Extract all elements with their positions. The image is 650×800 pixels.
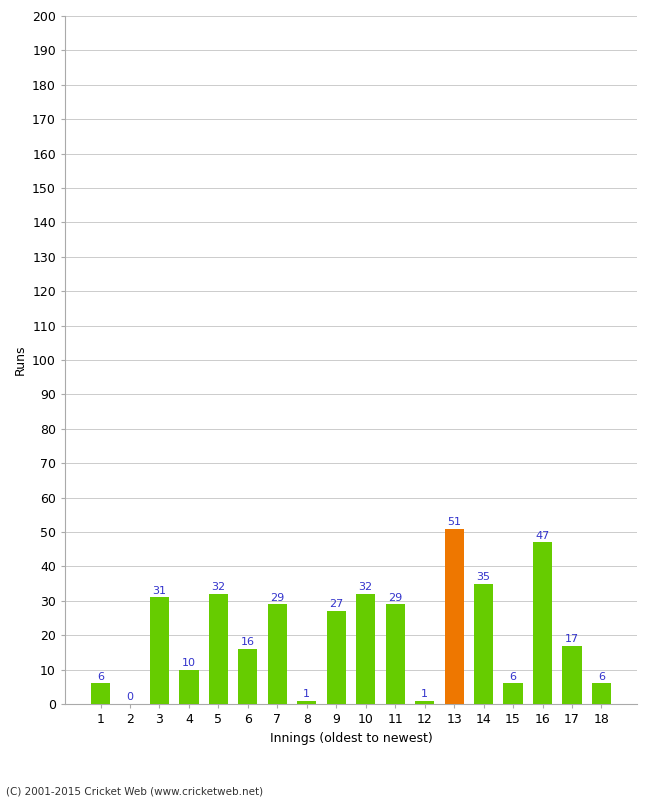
Y-axis label: Runs: Runs: [14, 345, 27, 375]
Bar: [239, 649, 257, 704]
Text: 27: 27: [329, 599, 343, 610]
Bar: [385, 604, 405, 704]
Text: 1: 1: [421, 689, 428, 699]
Bar: [415, 701, 434, 704]
Text: 16: 16: [241, 638, 255, 647]
Bar: [504, 683, 523, 704]
Bar: [91, 683, 110, 704]
Text: 6: 6: [97, 672, 104, 682]
Bar: [356, 594, 375, 704]
Text: (C) 2001-2015 Cricket Web (www.cricketweb.net): (C) 2001-2015 Cricket Web (www.cricketwe…: [6, 786, 264, 796]
Text: 29: 29: [270, 593, 285, 602]
Text: 17: 17: [565, 634, 579, 644]
Text: 1: 1: [304, 689, 310, 699]
Text: 29: 29: [388, 593, 402, 602]
Bar: [268, 604, 287, 704]
Text: 35: 35: [476, 572, 491, 582]
Bar: [474, 584, 493, 704]
Text: 6: 6: [598, 672, 605, 682]
Bar: [562, 646, 582, 704]
Text: 10: 10: [182, 658, 196, 668]
Text: 31: 31: [153, 586, 166, 596]
Text: 47: 47: [536, 530, 550, 541]
Text: 0: 0: [127, 692, 133, 702]
Text: 32: 32: [211, 582, 226, 592]
X-axis label: Innings (oldest to newest): Innings (oldest to newest): [270, 731, 432, 745]
Text: 51: 51: [447, 517, 461, 527]
Bar: [209, 594, 228, 704]
Bar: [533, 542, 552, 704]
Bar: [150, 598, 169, 704]
Text: 6: 6: [510, 672, 517, 682]
Bar: [592, 683, 611, 704]
Bar: [179, 670, 198, 704]
Bar: [327, 611, 346, 704]
Bar: [297, 701, 317, 704]
Bar: [445, 529, 463, 704]
Text: 32: 32: [359, 582, 373, 592]
